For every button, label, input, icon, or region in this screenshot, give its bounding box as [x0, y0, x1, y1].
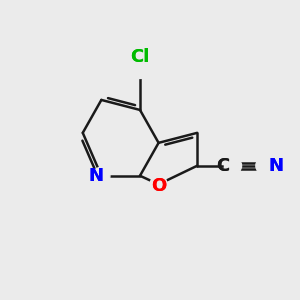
Text: N: N — [89, 167, 104, 185]
Text: Cl: Cl — [130, 49, 150, 67]
Text: C: C — [216, 157, 230, 175]
Text: N: N — [268, 157, 283, 175]
Text: C: C — [216, 157, 230, 175]
Text: Cl: Cl — [130, 49, 150, 67]
Circle shape — [131, 61, 148, 79]
Circle shape — [256, 157, 273, 174]
Text: N: N — [268, 157, 283, 175]
Text: O: O — [151, 177, 166, 195]
Circle shape — [93, 167, 110, 184]
Circle shape — [150, 176, 167, 193]
Circle shape — [224, 157, 242, 174]
Text: O: O — [151, 177, 166, 195]
Text: N: N — [89, 167, 104, 185]
